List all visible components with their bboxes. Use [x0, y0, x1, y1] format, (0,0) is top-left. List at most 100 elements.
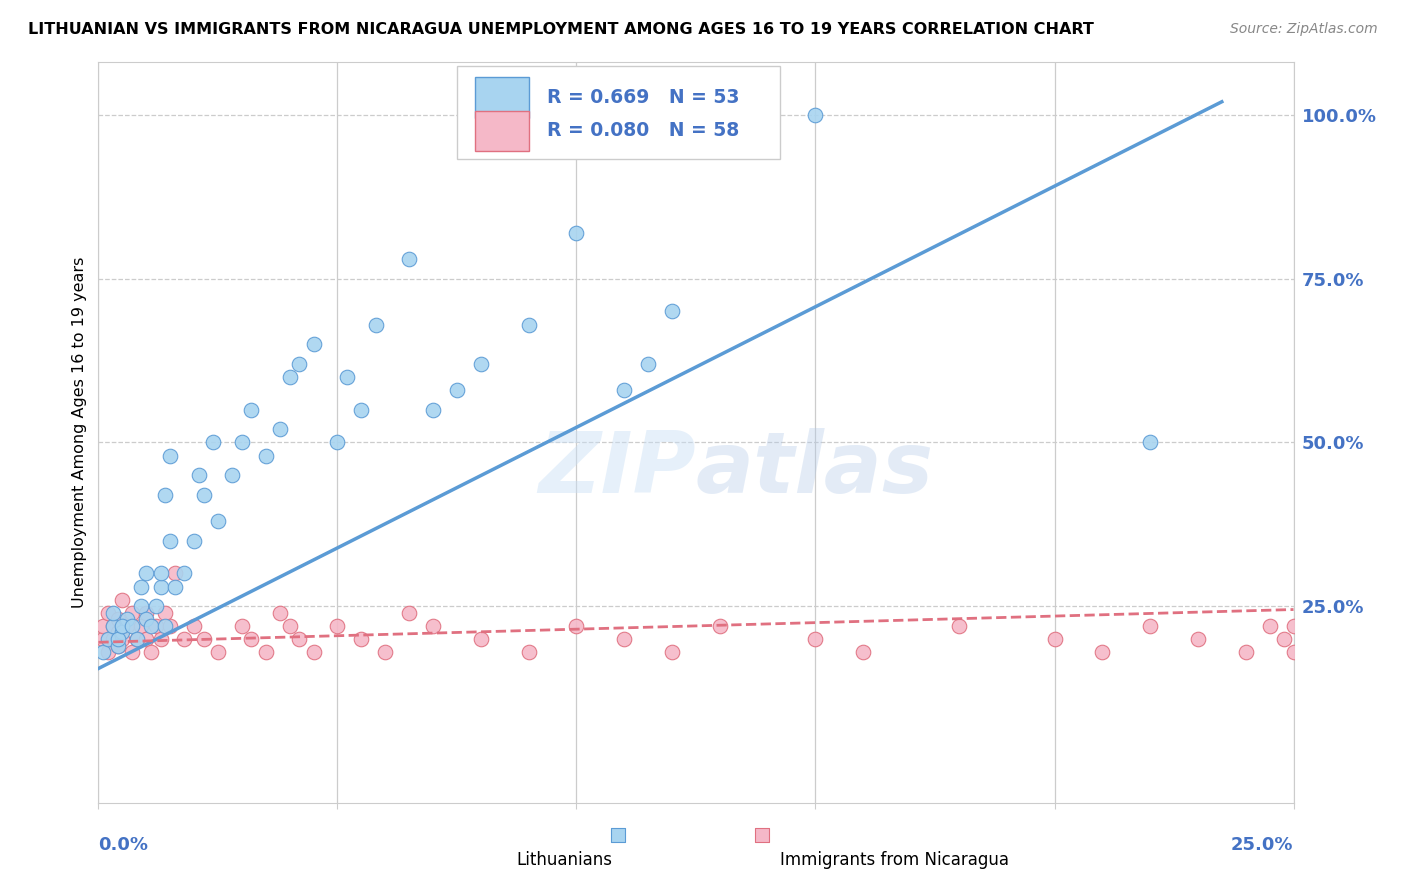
Point — [163, 566, 186, 581]
Point — [326, 435, 349, 450]
Text: 25.0%: 25.0% — [1232, 836, 1294, 855]
Point — [1139, 619, 1161, 633]
Point — [288, 632, 311, 646]
Point — [111, 619, 134, 633]
Point — [135, 566, 157, 581]
Bar — [475, 78, 529, 118]
Point — [131, 619, 153, 633]
Point — [139, 645, 162, 659]
Point — [326, 619, 349, 633]
Text: Immigrants from Nicaragua: Immigrants from Nicaragua — [779, 851, 1008, 869]
Point — [183, 619, 205, 633]
Point — [470, 357, 492, 371]
Point — [398, 252, 420, 266]
Point — [173, 632, 195, 646]
Point — [107, 639, 129, 653]
Point — [91, 632, 114, 646]
Point — [163, 580, 186, 594]
Point — [240, 632, 263, 646]
Point — [422, 619, 444, 633]
Point — [155, 488, 177, 502]
Point — [288, 357, 311, 371]
Point — [131, 599, 153, 614]
Point — [193, 632, 215, 646]
Point — [107, 625, 129, 640]
Bar — [457, 66, 779, 159]
Text: R = 0.669   N = 53: R = 0.669 N = 53 — [547, 87, 740, 107]
Point — [101, 619, 124, 633]
Point — [159, 533, 181, 548]
Point — [97, 632, 120, 646]
Point — [97, 645, 120, 659]
Point — [364, 318, 387, 332]
Point — [1282, 645, 1305, 659]
Point — [231, 435, 253, 450]
Point — [470, 632, 492, 646]
Point — [111, 632, 134, 646]
Point — [350, 632, 373, 646]
Point — [565, 226, 588, 240]
Point — [101, 632, 124, 646]
Point — [121, 606, 143, 620]
Point — [193, 488, 215, 502]
Point — [111, 625, 134, 640]
Point — [207, 514, 229, 528]
Point — [135, 632, 157, 646]
Point — [221, 468, 243, 483]
Point — [1187, 632, 1209, 646]
Text: Source: ZipAtlas.com: Source: ZipAtlas.com — [1230, 22, 1378, 37]
Point — [139, 619, 162, 633]
Point — [269, 606, 291, 620]
Point — [101, 606, 124, 620]
Text: atlas: atlas — [696, 428, 934, 511]
Point — [107, 612, 129, 626]
Point — [661, 304, 683, 318]
Text: R = 0.080   N = 58: R = 0.080 N = 58 — [547, 121, 738, 140]
Point — [149, 632, 172, 646]
Point — [637, 357, 659, 371]
Text: ZIP: ZIP — [538, 428, 696, 511]
Point — [1091, 645, 1114, 659]
Point — [183, 533, 205, 548]
Point — [97, 606, 120, 620]
Point — [173, 566, 195, 581]
Point — [125, 632, 148, 646]
Point — [111, 592, 134, 607]
Point — [155, 619, 177, 633]
Point — [709, 619, 731, 633]
Point — [804, 632, 827, 646]
Point — [107, 639, 129, 653]
Point — [565, 619, 588, 633]
Point — [155, 606, 177, 620]
Point — [121, 645, 143, 659]
Point — [145, 599, 167, 614]
Point — [613, 383, 636, 397]
Point — [202, 435, 225, 450]
Point — [446, 383, 468, 397]
Point — [661, 645, 683, 659]
Point — [91, 619, 114, 633]
Point — [948, 619, 970, 633]
Point — [149, 580, 172, 594]
Text: 0.0%: 0.0% — [98, 836, 149, 855]
Point — [1139, 435, 1161, 450]
Point — [852, 645, 875, 659]
Point — [1043, 632, 1066, 646]
Bar — [475, 111, 529, 152]
Point — [517, 318, 540, 332]
Point — [517, 645, 540, 659]
Point — [101, 619, 124, 633]
Point — [269, 422, 291, 436]
Point — [302, 645, 325, 659]
Point — [207, 645, 229, 659]
Point — [1282, 619, 1305, 633]
Point — [145, 619, 167, 633]
Point — [115, 612, 138, 626]
Point — [254, 645, 277, 659]
Point — [125, 632, 148, 646]
Point — [302, 337, 325, 351]
Point — [254, 449, 277, 463]
Point — [131, 580, 153, 594]
Point — [1272, 632, 1295, 646]
Point — [231, 619, 253, 633]
